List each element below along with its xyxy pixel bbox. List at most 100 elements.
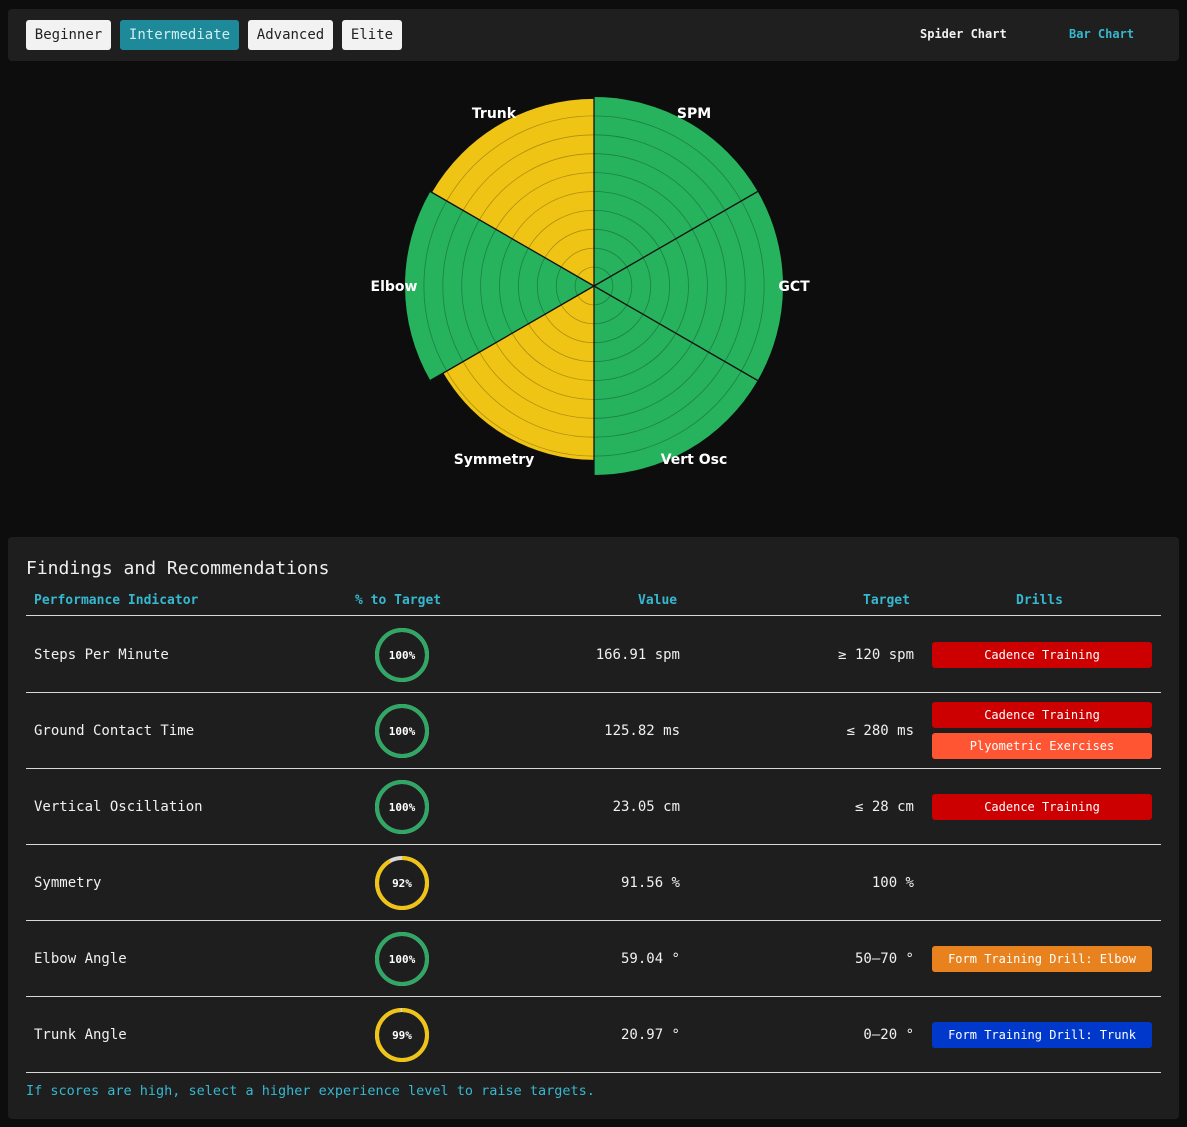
pct-to-target: 92%: [392, 876, 412, 890]
axis-label: Elbow: [371, 279, 418, 295]
polar-slice-symmetry[interactable]: [443, 286, 594, 460]
grid-ring: [479, 351, 595, 419]
axis-label: Symmetry: [454, 452, 535, 468]
progress-ring: [375, 856, 429, 910]
grid-ring: [560, 304, 595, 325]
indicator-target: 50–70 °: [854, 950, 914, 967]
grid-ring: [593, 228, 644, 258]
grid-ring: [518, 248, 529, 324]
grid-ring: [593, 134, 726, 211]
drill-button[interactable]: Form Training Drill: Elbow: [932, 945, 1152, 972]
indicator-target: ≤ 28 cm: [854, 798, 914, 815]
header-value: Value: [638, 593, 678, 608]
axis-label: GCT: [778, 279, 810, 295]
table-row: Steps Per Minute 100% 166.91 spm ≥ 120 spm C…: [26, 617, 1161, 693]
slice-divider: [429, 285, 595, 382]
grid-ring: [593, 153, 709, 221]
indicator-name: Steps Per Minute: [34, 646, 169, 663]
drills-cell: Cadence Training: [932, 617, 1152, 692]
level-button-advanced[interactable]: Advanced: [248, 20, 333, 50]
grid-ring: [511, 191, 595, 239]
level-toolbar: Beginner Intermediate Advanced Elite Spi…: [8, 9, 1179, 61]
table-row: Trunk Angle 99% 20.97 ° 0–20 ° Form Training…: [26, 997, 1161, 1073]
grid-ring: [423, 200, 448, 372]
grid-ring: [593, 295, 611, 306]
slice-divider: [429, 190, 595, 287]
drill-button[interactable]: Cadence Training: [932, 702, 1152, 728]
grid-ring: [480, 229, 497, 343]
grid-ring: [593, 351, 709, 419]
axis-label: SPM: [677, 106, 711, 122]
indicator-target: ≤ 280 ms: [846, 722, 914, 739]
axis-label: Trunk: [472, 106, 517, 122]
findings-panel: Findings and Recommendations Performance…: [8, 537, 1179, 1119]
indicator-name: Ground Contact Time: [34, 722, 195, 739]
grid-ring: [446, 370, 595, 457]
grid-ring: [593, 314, 644, 344]
progress-ring-fill: [375, 856, 429, 910]
header-drills: Drills: [1016, 593, 1063, 608]
grid-ring: [499, 238, 513, 334]
grid-ring: [740, 200, 765, 372]
grid-ring: [495, 342, 595, 400]
drill-button[interactable]: Plyometric Exercises: [932, 733, 1152, 759]
indicator-value: 20.97 °: [620, 1026, 680, 1043]
indicator-name: Trunk Angle: [34, 1026, 127, 1043]
pct-to-target: 100%: [388, 952, 416, 966]
polar-slice-vert-osc[interactable]: [594, 286, 758, 475]
grid-ring: [708, 219, 727, 353]
grid-ring: [544, 314, 595, 344]
slice-divider: [593, 190, 759, 287]
polar-slice-gct[interactable]: [594, 191, 783, 381]
drills-cell: [932, 845, 1152, 920]
spider-chart-svg: SPM GCT Vert Osc Symmetry Elbow Trunk: [371, 97, 810, 475]
grid-ring: [528, 323, 595, 362]
grid-ring: [560, 247, 595, 268]
grid-ring: [528, 210, 595, 249]
indicator-name: Elbow Angle: [34, 950, 127, 967]
header-pct: % to Target: [355, 593, 442, 608]
level-button-elite[interactable]: Elite: [342, 20, 402, 50]
progress-ring: [375, 704, 429, 758]
grid-ring: [461, 219, 480, 353]
table-row: Ground Contact Time 100% 125.82 ms ≤ 280 ms…: [26, 693, 1161, 769]
grid-ring: [511, 333, 595, 381]
drill-button[interactable]: Cadence Training: [932, 641, 1152, 668]
level-button-intermediate[interactable]: Intermediate: [120, 20, 239, 50]
grid-ring: [691, 229, 708, 343]
grid-ring: [593, 115, 742, 202]
grid-ring: [442, 210, 464, 362]
grid-ring: [462, 361, 595, 438]
bar-chart-toggle[interactable]: Bar Chart: [1069, 27, 1135, 41]
grid-ring: [593, 333, 677, 381]
grid-ring: [495, 172, 595, 230]
polar-slice-spm[interactable]: [594, 97, 758, 286]
grid-ring: [659, 248, 670, 324]
polar-slice-elbow[interactable]: [405, 191, 594, 381]
drill-button[interactable]: Form Training Drill: Trunk: [932, 1021, 1152, 1048]
indicator-value: 91.56 %: [620, 874, 680, 891]
drills-cell: Form Training Drill: Elbow: [932, 921, 1152, 996]
grid-ring: [577, 295, 595, 306]
grid-ring: [642, 257, 652, 315]
polar-slice-trunk[interactable]: [431, 98, 594, 286]
level-button-beginner[interactable]: Beginner: [26, 20, 111, 50]
drills-cell: Cadence Training Plyometric Exercises: [932, 693, 1152, 768]
grid-ring: [544, 228, 595, 258]
grid-ring: [724, 210, 746, 362]
progress-ring-fill: [375, 704, 429, 758]
pct-to-target: 99%: [392, 1028, 412, 1042]
grid-ring: [593, 247, 628, 268]
pct-to-target: 100%: [388, 648, 416, 662]
grid-ring: [626, 266, 633, 306]
grid-ring: [593, 342, 693, 400]
grid-ring: [593, 323, 660, 362]
drill-button[interactable]: Cadence Training: [932, 793, 1152, 820]
progress-ring: [375, 1008, 429, 1062]
footnote: If scores are high, select a higher expe…: [26, 1083, 595, 1099]
pct-to-target: 100%: [388, 800, 416, 814]
table-row: Elbow Angle 100% 59.04 ° 50–70 ° Form Traini…: [26, 921, 1161, 997]
progress-ring-fill: [375, 1008, 429, 1062]
spider-chart-toggle[interactable]: Spider Chart: [920, 27, 1007, 41]
indicator-name: Vertical Oscillation: [34, 798, 203, 815]
